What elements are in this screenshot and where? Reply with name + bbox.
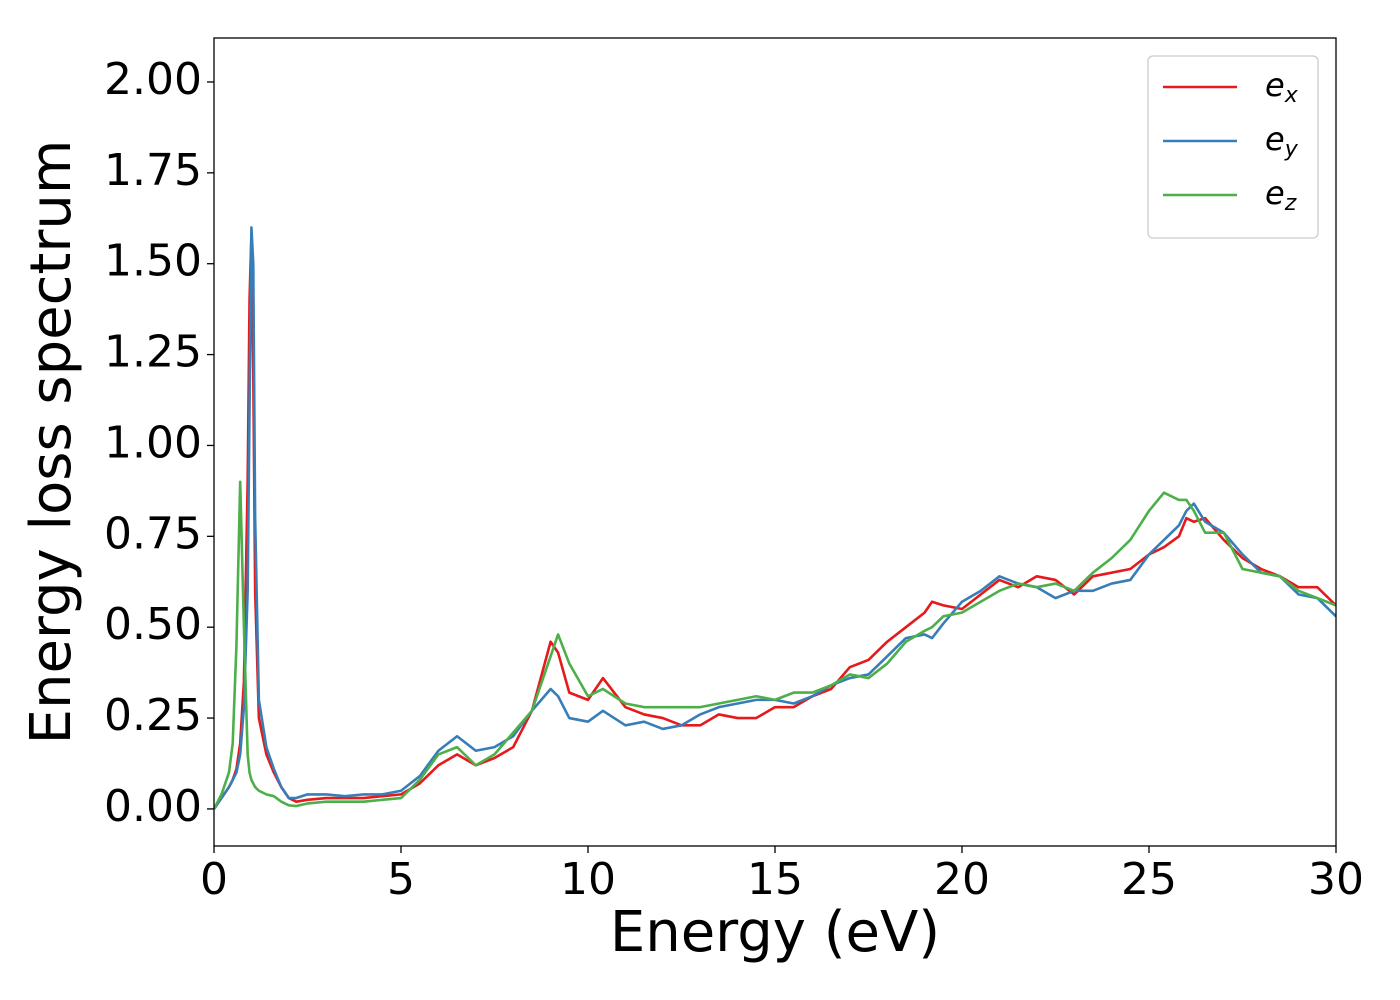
- x-tick-label: 15: [747, 854, 803, 905]
- legend-box: [1147, 55, 1319, 239]
- plot-lines: [214, 226, 1336, 810]
- x-tick-label: 30: [1308, 854, 1364, 905]
- y-axis-title: Energy loss spectrum: [19, 140, 84, 745]
- y-tick-label: 0.25: [104, 690, 202, 741]
- legend-label: ey: [1265, 120, 1299, 162]
- y-tick-label: 0.00: [104, 781, 202, 832]
- y-tick-label: 1.25: [104, 327, 202, 378]
- series-line: [214, 233, 1336, 810]
- x-axis-title: Energy (eV): [610, 900, 940, 965]
- y-tick-label: 1.00: [104, 417, 202, 468]
- y-tick-label: 1.50: [104, 236, 202, 287]
- x-tick-label: 0: [200, 854, 228, 905]
- y-tick-label: 2.00: [104, 54, 202, 105]
- y-tick-label: 0.50: [104, 599, 202, 650]
- x-tick-label: 5: [387, 854, 415, 905]
- legend-label: ex: [1265, 66, 1299, 108]
- x-tick-label: 10: [560, 854, 616, 905]
- series-line: [214, 226, 1336, 810]
- series-line: [214, 480, 1336, 810]
- y-tick-label: 0.75: [104, 508, 202, 559]
- legend-label: ez: [1265, 174, 1297, 216]
- x-tick-label: 20: [934, 854, 990, 905]
- x-tick-label: 25: [1121, 854, 1177, 905]
- y-tick-label: 1.75: [104, 145, 202, 196]
